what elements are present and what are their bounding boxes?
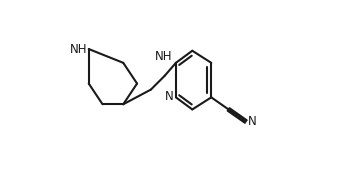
Text: N: N [247, 115, 256, 128]
Text: N: N [165, 90, 173, 103]
Text: NH: NH [155, 50, 173, 63]
Text: NH: NH [70, 42, 87, 56]
